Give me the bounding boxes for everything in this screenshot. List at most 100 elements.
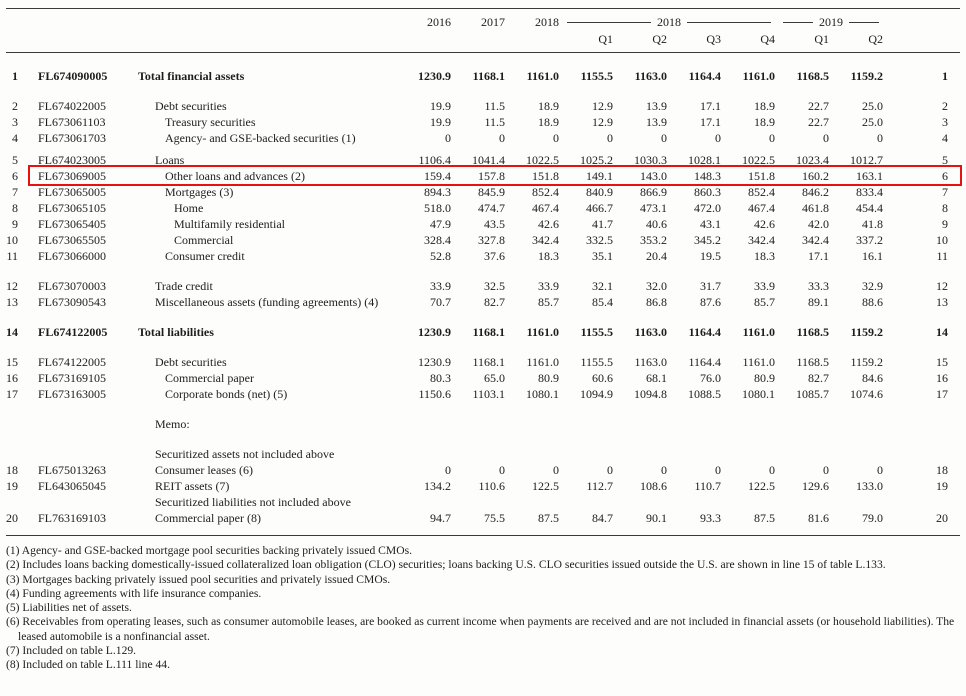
value-cell (453, 494, 507, 510)
spacer-cell (18, 478, 38, 494)
value-cell: 112.7 (586, 479, 613, 493)
row-label: Consumer credit (165, 249, 245, 263)
series-code: FL674022005 (38, 99, 107, 113)
spacer-cell (18, 278, 38, 294)
series-code (38, 416, 138, 432)
value-cell: 332.5 (586, 233, 613, 247)
row-label: REIT assets (7) (155, 479, 230, 493)
line-number-right: 16 (936, 371, 948, 385)
value-cell: 327.8 (478, 233, 505, 247)
value-cell: 22.7 (808, 99, 829, 113)
value-cell (507, 446, 561, 462)
value-cell: 1074.6 (850, 387, 883, 401)
line-number-left: 8 (12, 201, 18, 215)
column-header-2019-q1: Q1 (814, 32, 829, 46)
value-cell: 1161.0 (742, 325, 775, 339)
value-cell: 0 (553, 131, 559, 145)
value-cell: 32.1 (592, 279, 613, 293)
value-cell: 87.6 (700, 295, 721, 309)
table-row: 7 FL673065005 Mortgages (3) 894.3 845.9 852.4… (6, 184, 960, 200)
row-label: Multifamily residential (174, 217, 285, 231)
value-cell: 1155.5 (580, 69, 613, 83)
value-cell: 84.7 (592, 511, 613, 525)
series-code: FL643065045 (38, 479, 107, 493)
line-number-right: 8 (942, 201, 948, 215)
value-cell (723, 494, 777, 510)
value-cell (561, 446, 615, 462)
value-cell: 0 (823, 131, 829, 145)
footnote: (3) Mortgages backing privately issued p… (6, 572, 391, 586)
value-cell: 852.4 (532, 185, 559, 199)
value-cell: 0 (769, 131, 775, 145)
footnote: (2) Includes loans backing domestically-… (6, 558, 886, 572)
value-cell: 13.9 (646, 99, 667, 113)
section-label: Securitized assets not included above (155, 447, 335, 461)
value-cell (777, 446, 831, 462)
value-cell: 17.1 (700, 115, 721, 129)
group-dash-right (687, 22, 771, 23)
spacer-cell (18, 68, 38, 84)
table-row: 17 FL673163005 Corporate bonds (net) (5) 11… (6, 386, 960, 402)
line-number-left: 16 (6, 371, 18, 385)
value-cell: 108.6 (640, 479, 667, 493)
value-cell (669, 446, 723, 462)
value-cell: 0 (715, 463, 721, 477)
value-cell: 1159.2 (850, 325, 883, 339)
value-cell: 110.7 (694, 479, 721, 493)
table-row: 3 FL673061103 Treasury securities 19.9 11.5 1… (6, 114, 960, 130)
value-cell: 129.6 (802, 479, 829, 493)
value-cell: 1164.4 (688, 325, 721, 339)
header-years-row: 2016 2017 2018 2018 2019 (6, 14, 960, 31)
line-number-right: 9 (942, 217, 948, 231)
value-cell: 85.7 (538, 295, 559, 309)
line-number-right: 2 (942, 99, 948, 113)
value-cell: 1094.8 (634, 387, 667, 401)
value-cell: 1168.5 (796, 325, 829, 339)
value-cell (777, 416, 831, 432)
series-code: FL673065105 (38, 201, 107, 215)
line-number-left: 5 (12, 153, 18, 167)
footnote: (6) Receivables from operating leases, s… (6, 615, 955, 643)
table-row: 5 FL674023005 Loans 1106.4 1041.4 1022.5 1025.… (6, 152, 960, 168)
line-number-left: 3 (12, 115, 18, 129)
table-row: 19 FL643065045 REIT assets (7) 134.2 110.6 12… (6, 478, 960, 494)
table-row: 16 FL673169105 Commercial paper 80.3 65.0 80.… (6, 370, 960, 386)
value-cell: 1163.0 (634, 69, 667, 83)
row-label: Total liabilities (138, 325, 214, 339)
value-cell: 472.0 (694, 201, 721, 215)
value-cell: 85.7 (754, 295, 775, 309)
value-cell: 1168.1 (472, 69, 505, 83)
section-row: Memo: (6, 416, 960, 432)
value-cell: 148.3 (694, 169, 721, 183)
value-cell: 1023.4 (796, 153, 829, 167)
quarter-group-2019: 2019 (777, 14, 885, 31)
value-cell (615, 416, 669, 432)
value-cell (561, 416, 615, 432)
section-label: Memo: (155, 417, 190, 431)
line-number-left (6, 494, 18, 510)
series-code: FL674023005 (38, 153, 107, 167)
spacer-cell (18, 494, 38, 510)
value-cell: 133.0 (856, 479, 883, 493)
value-cell: 860.3 (694, 185, 721, 199)
value-cell: 16.1 (862, 249, 883, 263)
quarter-group-2018: 2018 (561, 14, 777, 31)
value-cell (831, 446, 885, 462)
table-row: 15 FL674122005 Debt securities 1230.9 1168.1… (6, 354, 960, 370)
value-cell: 1022.5 (742, 153, 775, 167)
line-number-right: 11 (936, 249, 948, 263)
value-cell: 1163.0 (634, 325, 667, 339)
value-cell: 1168.5 (796, 355, 829, 369)
value-cell: 68.1 (646, 371, 667, 385)
table-row: 4 FL673061703 Agency- and GSE-backed secur… (6, 130, 960, 146)
line-number-left: 7 (12, 185, 18, 199)
table-row: 2 FL674022005 Debt securities 19.9 11.5 18.9 1… (6, 98, 960, 114)
group-dash-left (567, 22, 651, 23)
value-cell (507, 416, 561, 432)
value-cell: 474.7 (478, 201, 505, 215)
series-code: FL673061703 (38, 131, 107, 145)
value-cell: 160.2 (802, 169, 829, 183)
value-cell: 1041.4 (472, 153, 505, 167)
row-label: Other loans and advances (2) (165, 169, 305, 183)
row-label: Mortgages (3) (165, 185, 234, 199)
